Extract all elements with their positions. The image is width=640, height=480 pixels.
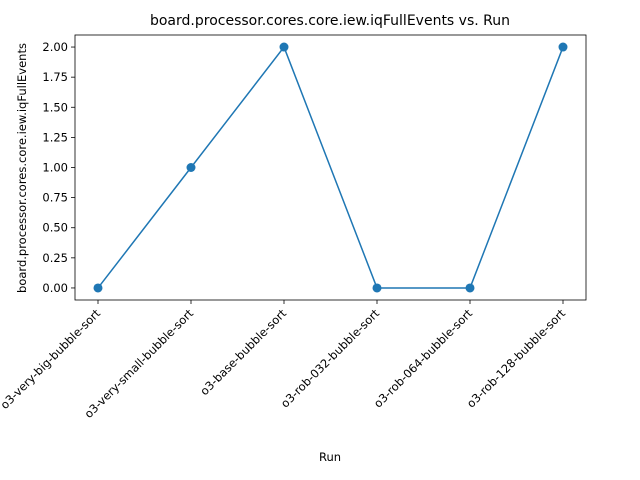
y-tick-label: 1.75 — [42, 70, 68, 84]
x-tick-label: o3-very-big-bubble-sort — [0, 306, 103, 412]
y-tick-label: 2.00 — [42, 40, 68, 54]
y-tick-label: 0.00 — [42, 281, 68, 295]
x-axis-label: Run — [319, 450, 341, 464]
y-tick-label: 1.00 — [42, 161, 68, 175]
data-point — [558, 42, 568, 52]
y-tick-label: 1.25 — [42, 130, 68, 144]
x-tick-label: o3-rob-032-bubble-sort — [278, 306, 383, 411]
x-tick-label: o3-rob-064-bubble-sort — [371, 306, 476, 411]
data-point — [279, 42, 289, 52]
data-point — [93, 283, 103, 293]
data-point — [372, 283, 382, 293]
x-tick-label: o3-rob-128-bubble-sort — [464, 306, 569, 411]
data-point — [186, 163, 196, 172]
y-tick-label: 0.25 — [42, 251, 68, 265]
y-tick-label: 0.75 — [42, 191, 68, 205]
data-point — [465, 283, 475, 293]
x-tick-label: o3-very-small-bubble-sort — [81, 306, 196, 421]
x-tick-label: o3-base-bubble-sort — [197, 306, 289, 398]
y-tick-label: 1.50 — [42, 100, 68, 114]
plot-area: 0.00 0.25 0.50 0.75 1.00 1.25 1.50 1.75 2.00 o3-v… — [0, 34, 587, 421]
chart-title: board.processor.cores.core.iew.iqFullEve… — [150, 13, 510, 29]
y-tick-label: 0.50 — [42, 221, 68, 235]
y-axis-label: board.processor.cores.core.iew.iqFullEve… — [15, 43, 29, 293]
series-line — [97, 45, 564, 289]
